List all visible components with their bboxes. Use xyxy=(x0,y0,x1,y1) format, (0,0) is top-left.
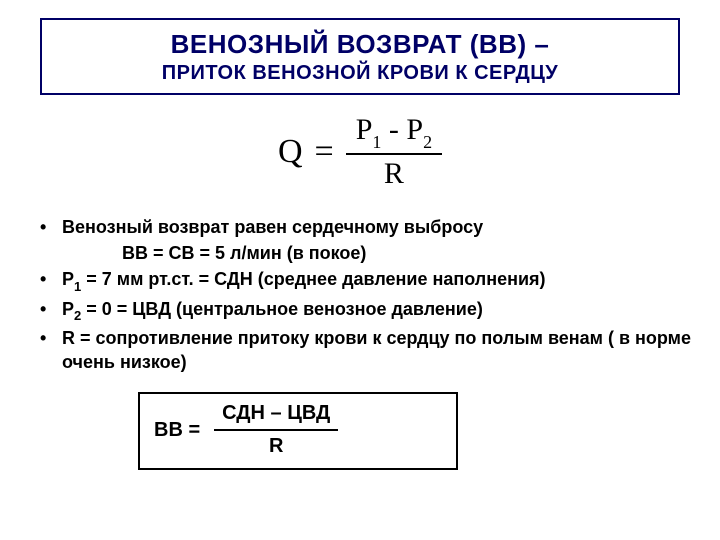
title-sub: ПРИТОК ВЕНОЗНОЙ КРОВИ К СЕРДЦУ xyxy=(54,62,666,85)
bullet-item-2: • Р1 = 7 мм рт.ст. = СДН (среднее давлен… xyxy=(40,267,692,294)
bullet-item-3: • Р2 = 0 = ЦВД (центральное венозное дав… xyxy=(40,297,692,324)
bullet-text-1: Венозный возврат равен сердечному выброс… xyxy=(62,215,483,239)
vv-numerator: СДН – ЦВД xyxy=(214,402,338,431)
bullet-item-1a: ВВ = СВ = 5 л/мин (в покое) xyxy=(40,241,692,265)
bullet-item-4: • R = сопротивление притоку крови к серд… xyxy=(40,326,692,375)
title-box: ВЕНОЗНЫЙ ВОЗВРАТ (ВВ) – ПРИТОК ВЕНОЗНОЙ … xyxy=(40,18,680,95)
formula-eq: = xyxy=(315,133,334,171)
bullet-text-4: R = сопротивление притоку крови к сердцу… xyxy=(62,326,692,375)
formula-p2: P xyxy=(406,113,423,146)
bullet-dot: • xyxy=(40,215,62,239)
bullet-dot: • xyxy=(40,297,62,321)
formula-sub2: 2 xyxy=(423,132,432,152)
formula-fraction: P1 - P2 R xyxy=(346,113,442,191)
vv-formula-box: ВВ = СДН – ЦВД R xyxy=(138,392,458,470)
main-formula: Q = P1 - P2 R xyxy=(28,113,692,191)
bullet-dot: • xyxy=(40,267,62,291)
bullet-text-2: Р1 = 7 мм рт.ст. = СДН (среднее давление… xyxy=(62,267,546,294)
bullet-text-3: Р2 = 0 = ЦВД (центральное венозное давле… xyxy=(62,297,483,324)
bullet-text-1a: ВВ = СВ = 5 л/мин (в покое) xyxy=(62,241,366,265)
formula-q: Q xyxy=(278,133,303,171)
formula-numerator: P1 - P2 xyxy=(346,113,442,155)
formula-minus: - xyxy=(381,113,406,146)
title-main: ВЕНОЗНЫЙ ВОЗВРАТ (ВВ) – xyxy=(54,30,666,60)
formula-sub1: 1 xyxy=(372,132,381,152)
bullet-list: • Венозный возврат равен сердечному выбр… xyxy=(40,215,692,374)
vv-denominator: R xyxy=(214,431,338,458)
vv-fraction: СДН – ЦВД R xyxy=(214,402,338,458)
formula-p1: P xyxy=(356,113,373,146)
formula-denominator: R xyxy=(346,155,442,191)
bullet-dot: • xyxy=(40,326,62,350)
bullet-item-1: • Венозный возврат равен сердечному выбр… xyxy=(40,215,692,239)
vv-left: ВВ = xyxy=(154,419,200,442)
